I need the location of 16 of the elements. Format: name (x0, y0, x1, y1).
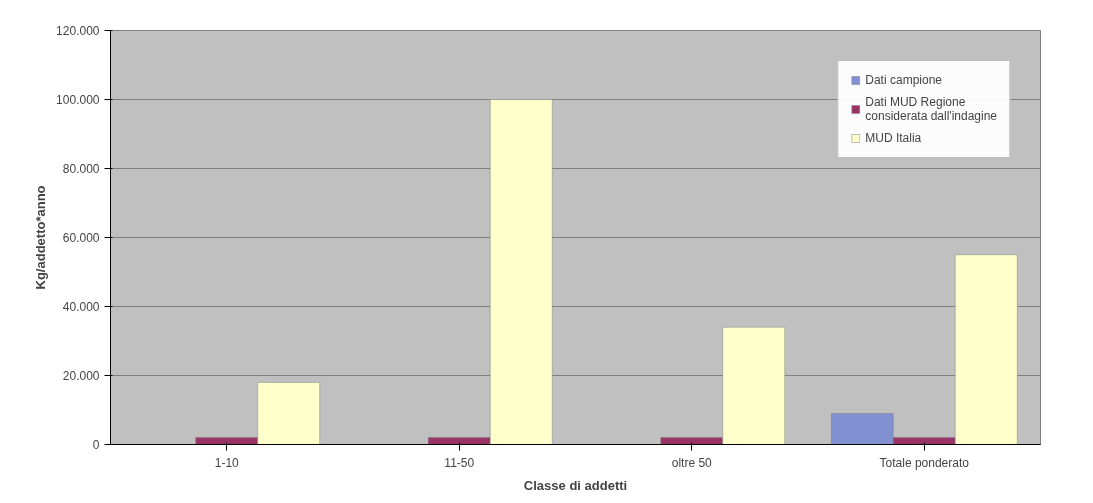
legend-label: MUD Italia (865, 131, 922, 145)
x-axis-title: Classe di addetti (523, 477, 628, 493)
y-axis-title: Kg/addetto*anno (33, 185, 49, 290)
y-tick-label: 80.000 (62, 162, 100, 176)
x-tick-label: oltre 50 (671, 455, 713, 470)
legend-label: Dati MUD Regione considerata dall'indagine (865, 95, 997, 123)
y-tick-label: 60.000 (62, 231, 100, 245)
x-tick-label: 11-50 (444, 455, 475, 470)
y-tick-label: 0 (92, 438, 100, 452)
legend-label: Dati campione (865, 73, 942, 87)
x-tick-label: 1-10 (214, 455, 240, 470)
x-tick-label: Totale ponderato (879, 455, 970, 470)
y-tick-label: 100.000 (56, 93, 100, 107)
y-tick-label: 120.000 (56, 24, 100, 38)
y-tick-label: 20.000 (62, 369, 100, 383)
y-tick-label: 40.000 (62, 300, 100, 314)
